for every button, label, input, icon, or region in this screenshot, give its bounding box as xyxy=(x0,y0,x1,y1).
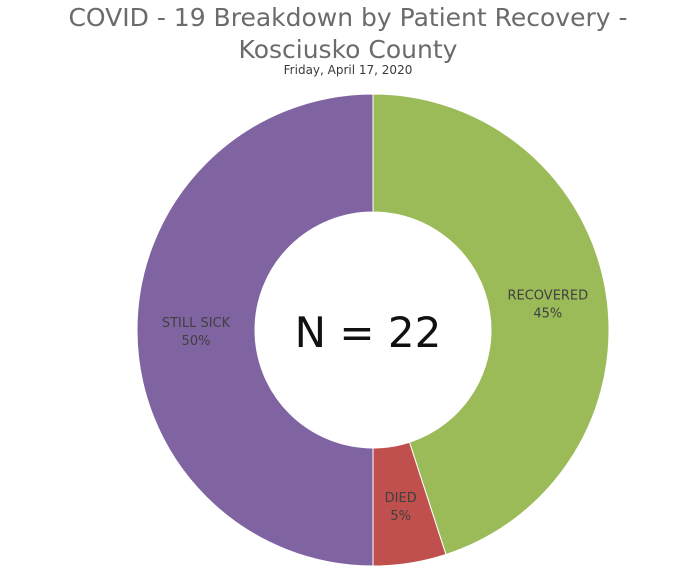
slice-still-sick xyxy=(136,93,374,567)
chart-title-line-1: COVID - 19 Breakdown by Patient Recovery… xyxy=(68,3,628,32)
slice-label-died: DIED xyxy=(385,491,417,506)
slice-value-died: 5% xyxy=(390,509,411,524)
chart-title-line-2: Kosciusko County xyxy=(238,35,458,64)
slice-label-still-sick: STILL SICK xyxy=(162,316,231,331)
slice-value-recovered: 45% xyxy=(533,306,562,321)
chart-title: COVID - 19 Breakdown by Patient Recovery… xyxy=(0,0,696,66)
chart-subtitle: Friday, April 17, 2020 xyxy=(283,63,413,77)
slice-value-still-sick: 50% xyxy=(182,334,211,349)
center-total-label: N = 22 xyxy=(295,308,442,357)
slice-label-recovered: RECOVERED xyxy=(507,288,588,303)
slice-recovered xyxy=(372,93,610,556)
